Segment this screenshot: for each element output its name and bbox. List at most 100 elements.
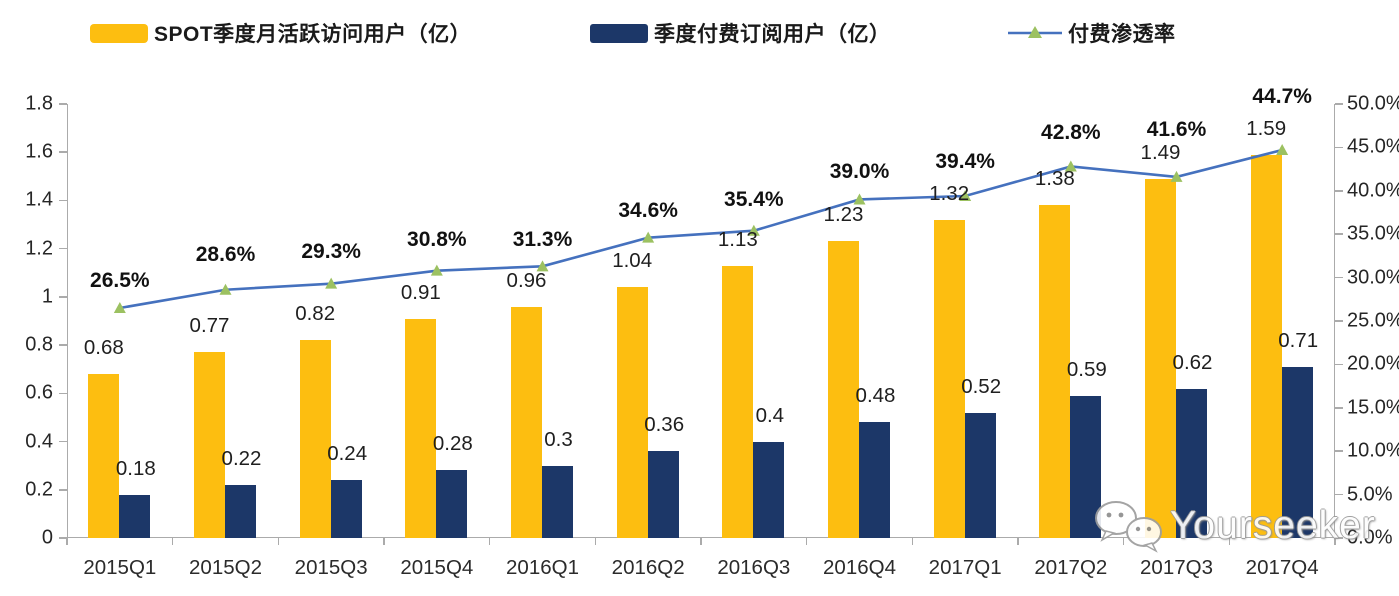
x-axis-label-2017Q3: 2017Q3 bbox=[1140, 556, 1213, 579]
x-axis-tick bbox=[1017, 538, 1019, 545]
right-axis-tick bbox=[1335, 146, 1343, 149]
right-axis-tick bbox=[1335, 363, 1343, 366]
mau-value-label-2016Q3: 1.13 bbox=[717, 227, 758, 251]
watermark: Yourseeker bbox=[1092, 498, 1376, 554]
bar-mau-2016Q4 bbox=[828, 241, 859, 538]
mau-value-label-2015Q4: 0.91 bbox=[400, 280, 441, 304]
left-axis-label: 1.2 bbox=[25, 237, 53, 260]
legend-label-paid: 季度付费订阅用户（亿） bbox=[654, 23, 891, 46]
left-axis-tick bbox=[59, 344, 67, 346]
bar-mau-2016Q1 bbox=[511, 306, 542, 538]
x-axis-label-2017Q4: 2017Q4 bbox=[1245, 556, 1319, 579]
paid-value-label-2016Q2: 0.36 bbox=[644, 413, 685, 437]
left-axis-label: 1.4 bbox=[25, 188, 53, 211]
paid-value-label-2016Q3: 0.4 bbox=[755, 403, 785, 427]
penetration-label-2016Q2: 34.6% bbox=[618, 198, 678, 222]
right-axis-label: 10.0% bbox=[1347, 439, 1399, 462]
left-axis-tick bbox=[59, 392, 67, 395]
bar-paid-2016Q4 bbox=[859, 422, 890, 538]
left-axis-tick bbox=[59, 151, 67, 153]
mau-value-label-2016Q4: 1.23 bbox=[823, 203, 864, 227]
x-axis-tick bbox=[805, 538, 808, 545]
legend-item-penetration: 付费渗透率 bbox=[1008, 20, 1176, 46]
left-axis-tick bbox=[59, 199, 67, 202]
x-axis-tick bbox=[488, 538, 491, 545]
mau-value-label-2017Q2: 1.38 bbox=[1034, 167, 1075, 191]
penetration-label-2015Q2: 28.6% bbox=[195, 242, 256, 266]
bar-paid-2017Q3 bbox=[1176, 388, 1207, 538]
left-axis-tick bbox=[59, 103, 67, 105]
right-axis-tick bbox=[1335, 450, 1343, 452]
x-axis-tick bbox=[1228, 538, 1231, 545]
paid-value-label-2017Q3: 0.62 bbox=[1172, 350, 1213, 374]
x-axis-label-2017Q2: 2017Q2 bbox=[1034, 556, 1108, 579]
left-axis-label: 0.8 bbox=[25, 333, 53, 356]
right-axis-label: 45.0% bbox=[1347, 135, 1399, 158]
left-axis-tick bbox=[59, 296, 67, 298]
legend-item-mau: SPOT季度月活跃访问用户（亿） bbox=[90, 20, 471, 46]
paid-value-label-2015Q4: 0.28 bbox=[432, 432, 473, 456]
x-axis-tick bbox=[66, 538, 68, 545]
right-axis-label: 20.0% bbox=[1347, 352, 1399, 375]
right-axis-label: 5.0% bbox=[1347, 483, 1393, 506]
bar-mau-2015Q4 bbox=[405, 318, 437, 538]
right-axis-tick bbox=[1335, 276, 1343, 279]
x-axis-tick bbox=[277, 538, 280, 545]
paid-legend-swatch-icon bbox=[590, 23, 648, 43]
paid-value-label-2015Q1: 0.18 bbox=[115, 456, 156, 480]
legend-label-penetration: 付费渗透率 bbox=[1068, 23, 1176, 46]
bar-mau-2015Q3 bbox=[299, 340, 331, 538]
penetration-label-2015Q3: 29.3% bbox=[301, 239, 361, 263]
legend-item-paid: 季度付费订阅用户（亿） bbox=[590, 20, 891, 46]
right-axis-label: 25.0% bbox=[1347, 309, 1399, 332]
penetration-label-2015Q4: 30.8% bbox=[407, 227, 467, 251]
mau-value-label-2015Q2: 0.77 bbox=[189, 314, 230, 338]
left-axis-tick bbox=[59, 440, 67, 443]
right-axis-label: 15.0% bbox=[1347, 396, 1399, 419]
wechat-icon bbox=[1095, 501, 1162, 553]
x-axis-tick bbox=[911, 538, 914, 545]
mau-value-label-2017Q4: 1.59 bbox=[1246, 116, 1287, 140]
right-axis-tick bbox=[1335, 103, 1343, 105]
left-axis-label: 1 bbox=[41, 285, 53, 308]
x-axis-label-2016Q2: 2016Q2 bbox=[611, 556, 685, 579]
x-axis-tick bbox=[1334, 538, 1336, 545]
bar-paid-2015Q2 bbox=[225, 484, 256, 538]
x-axis-tick bbox=[171, 538, 174, 545]
bar-paid-2015Q1 bbox=[119, 494, 151, 538]
right-axis-tick bbox=[1335, 233, 1343, 235]
left-axis-label: 0 bbox=[41, 526, 53, 549]
x-axis-label-2017Q1: 2017Q1 bbox=[928, 556, 1002, 579]
right-axis-label: 30.0% bbox=[1347, 266, 1399, 289]
left-axis-label: 0.2 bbox=[25, 478, 53, 501]
left-axis-tick bbox=[59, 489, 67, 491]
paid-value-label-2016Q4: 0.48 bbox=[855, 384, 896, 408]
penetration-label-2017Q1: 39.4% bbox=[935, 150, 995, 173]
right-axis-label: 0.0% bbox=[1347, 526, 1393, 549]
bar-mau-2015Q2 bbox=[194, 352, 225, 538]
x-axis-tick bbox=[1122, 538, 1125, 545]
right-axis-tick bbox=[1335, 407, 1343, 409]
mau-value-label-2015Q1: 0.68 bbox=[83, 336, 124, 360]
left-axis-label: 1.8 bbox=[25, 92, 53, 115]
right-axis-tick bbox=[1335, 537, 1343, 539]
mau-value-label-2017Q1: 1.32 bbox=[929, 181, 970, 205]
x-axis-label-2015Q2: 2015Q2 bbox=[189, 556, 262, 579]
paid-value-label-2015Q3: 0.24 bbox=[327, 442, 368, 466]
paid-value-label-2016Q1: 0.3 bbox=[544, 427, 573, 451]
x-axis-label-2016Q4: 2016Q4 bbox=[823, 556, 896, 579]
x-axis-tick bbox=[594, 538, 597, 545]
bar-mau-2017Q3 bbox=[1145, 178, 1176, 538]
x-axis-label-2015Q3: 2015Q3 bbox=[294, 556, 368, 579]
right-axis-tick bbox=[1335, 320, 1343, 322]
left-axis-tick bbox=[59, 247, 67, 250]
mau-value-label-2016Q2: 1.04 bbox=[612, 249, 653, 273]
right-axis-label: 40.0% bbox=[1347, 179, 1399, 202]
penetration-label-2016Q3: 35.4% bbox=[724, 187, 784, 211]
plot-area bbox=[67, 104, 1335, 538]
paid-value-label-2017Q2: 0.59 bbox=[1066, 357, 1107, 381]
x-axis-label-2015Q1: 2015Q1 bbox=[83, 556, 157, 579]
legend-label-mau: SPOT季度月活跃访问用户（亿） bbox=[154, 23, 472, 46]
x-axis-tick bbox=[383, 538, 385, 545]
paid-value-label-2017Q4: 0.71 bbox=[1278, 328, 1319, 352]
